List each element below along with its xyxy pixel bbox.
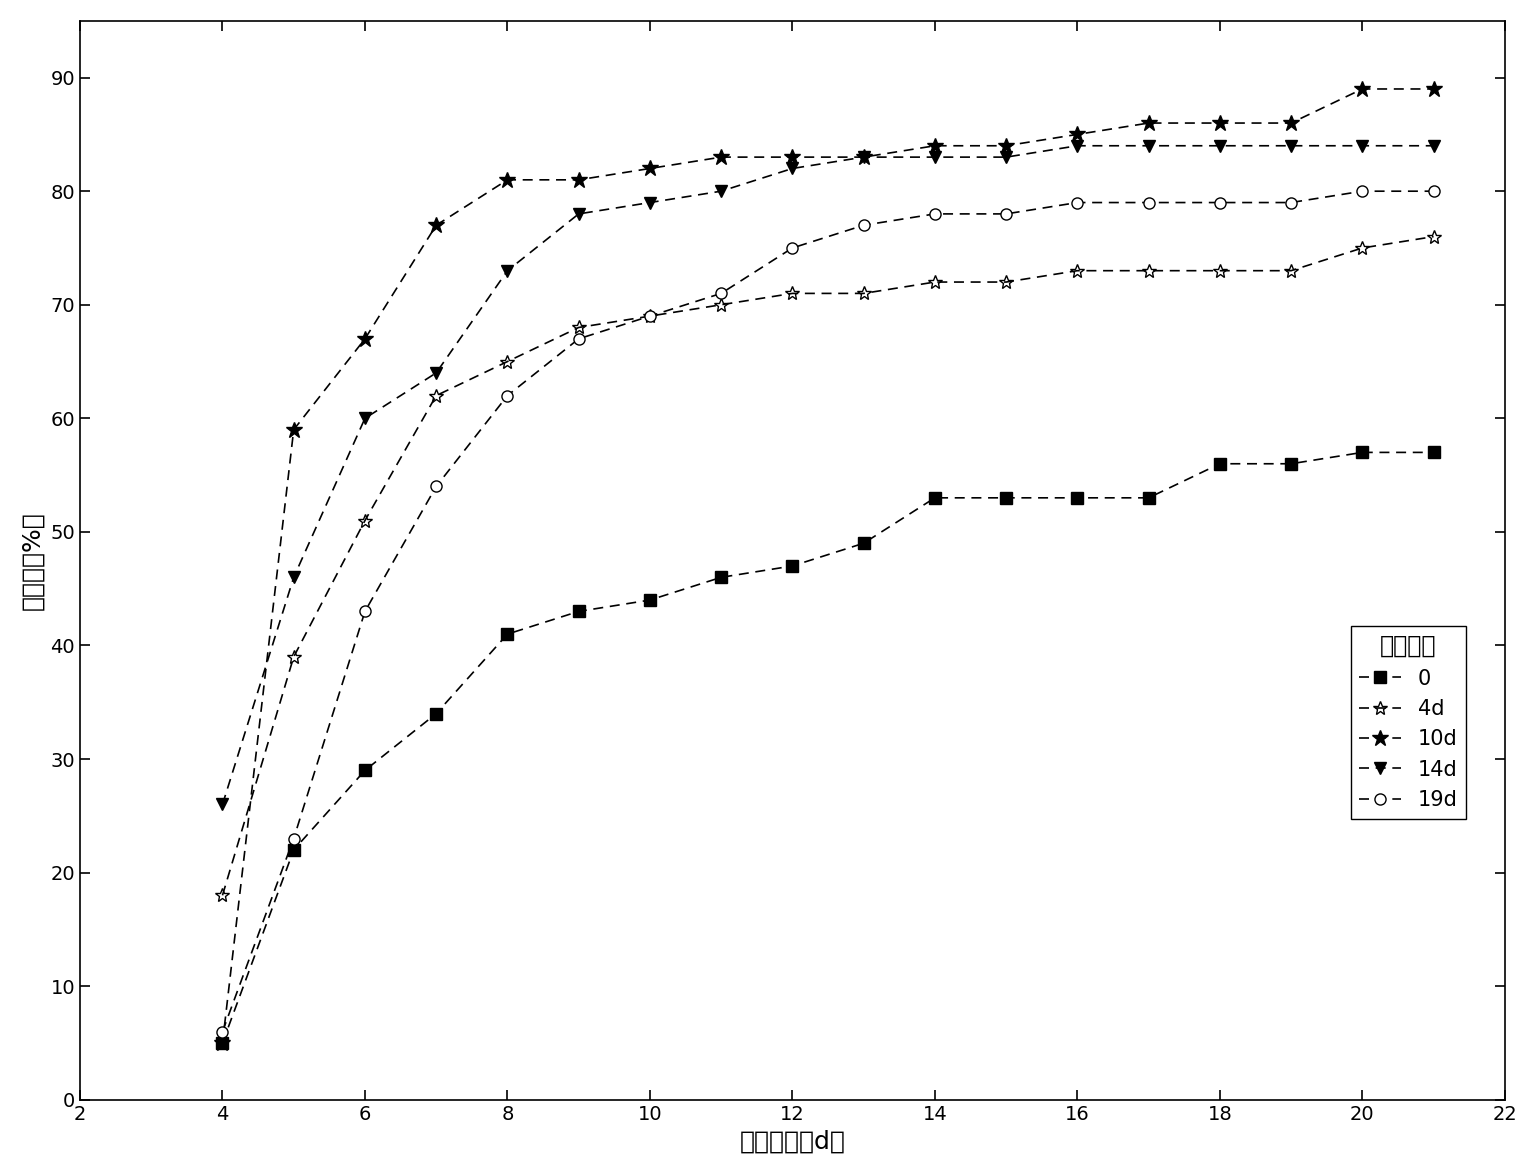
4d <box>1424 230 1443 244</box>
X-axis label: 发芽时间（d）: 发芽时间（d） <box>740 1129 846 1153</box>
4d <box>997 275 1015 289</box>
4d <box>926 275 944 289</box>
19d <box>214 1025 232 1039</box>
10d <box>1140 116 1158 130</box>
4d <box>1281 264 1300 278</box>
14d <box>1210 139 1229 153</box>
0 <box>1210 457 1229 471</box>
19d <box>641 309 660 323</box>
10d <box>285 423 303 437</box>
10d <box>1067 127 1086 141</box>
0 <box>214 1035 232 1050</box>
Line: 4d: 4d <box>215 230 1441 903</box>
19d <box>569 332 588 346</box>
0 <box>997 491 1015 505</box>
4d <box>855 286 874 301</box>
10d <box>569 173 588 187</box>
10d <box>214 1035 232 1050</box>
10d <box>926 139 944 153</box>
0 <box>1281 457 1300 471</box>
4d <box>355 513 374 527</box>
0 <box>1424 445 1443 459</box>
14d <box>997 150 1015 164</box>
0 <box>498 627 517 641</box>
4d <box>712 298 731 312</box>
10d <box>1281 116 1300 130</box>
19d <box>355 605 374 619</box>
14d <box>355 411 374 425</box>
10d <box>428 218 446 232</box>
19d <box>285 831 303 845</box>
19d <box>1140 196 1158 210</box>
4d <box>214 889 232 903</box>
0 <box>712 571 731 585</box>
19d <box>712 286 731 301</box>
Line: 14d: 14d <box>217 140 1440 811</box>
19d <box>1067 196 1086 210</box>
Line: 19d: 19d <box>217 185 1440 1037</box>
0 <box>355 763 374 777</box>
14d <box>498 264 517 278</box>
14d <box>285 571 303 585</box>
14d <box>855 150 874 164</box>
19d <box>1424 184 1443 198</box>
19d <box>1210 196 1229 210</box>
0 <box>641 593 660 607</box>
14d <box>428 366 446 380</box>
0 <box>428 707 446 721</box>
14d <box>641 196 660 210</box>
4d <box>569 321 588 335</box>
10d <box>783 150 801 164</box>
0 <box>783 559 801 573</box>
4d <box>428 389 446 403</box>
19d <box>498 389 517 403</box>
14d <box>569 207 588 221</box>
4d <box>1210 264 1229 278</box>
10d <box>1353 82 1372 96</box>
14d <box>1424 139 1443 153</box>
10d <box>712 150 731 164</box>
4d <box>1067 264 1086 278</box>
10d <box>855 150 874 164</box>
14d <box>1067 139 1086 153</box>
10d <box>355 332 374 346</box>
19d <box>997 207 1015 221</box>
4d <box>1140 264 1158 278</box>
14d <box>712 184 731 198</box>
14d <box>214 797 232 811</box>
19d <box>428 479 446 493</box>
19d <box>855 218 874 232</box>
Y-axis label: 发芽率（%）: 发芽率（%） <box>22 511 45 609</box>
14d <box>926 150 944 164</box>
19d <box>1353 184 1372 198</box>
19d <box>1281 196 1300 210</box>
Legend: 0, 4d, 10d, 14d, 19d: 0, 4d, 10d, 14d, 19d <box>1350 626 1466 818</box>
0 <box>285 843 303 857</box>
Line: 10d: 10d <box>214 81 1443 1051</box>
10d <box>641 162 660 176</box>
0 <box>1140 491 1158 505</box>
14d <box>783 162 801 176</box>
Line: 0: 0 <box>217 447 1440 1048</box>
14d <box>1140 139 1158 153</box>
4d <box>641 309 660 323</box>
0 <box>1353 445 1372 459</box>
4d <box>1353 241 1372 255</box>
10d <box>1210 116 1229 130</box>
19d <box>926 207 944 221</box>
14d <box>1281 139 1300 153</box>
4d <box>783 286 801 301</box>
4d <box>498 355 517 369</box>
0 <box>855 537 874 551</box>
19d <box>783 241 801 255</box>
10d <box>498 173 517 187</box>
0 <box>1067 491 1086 505</box>
10d <box>1424 82 1443 96</box>
0 <box>569 605 588 619</box>
10d <box>997 139 1015 153</box>
14d <box>1353 139 1372 153</box>
4d <box>285 649 303 663</box>
0 <box>926 491 944 505</box>
